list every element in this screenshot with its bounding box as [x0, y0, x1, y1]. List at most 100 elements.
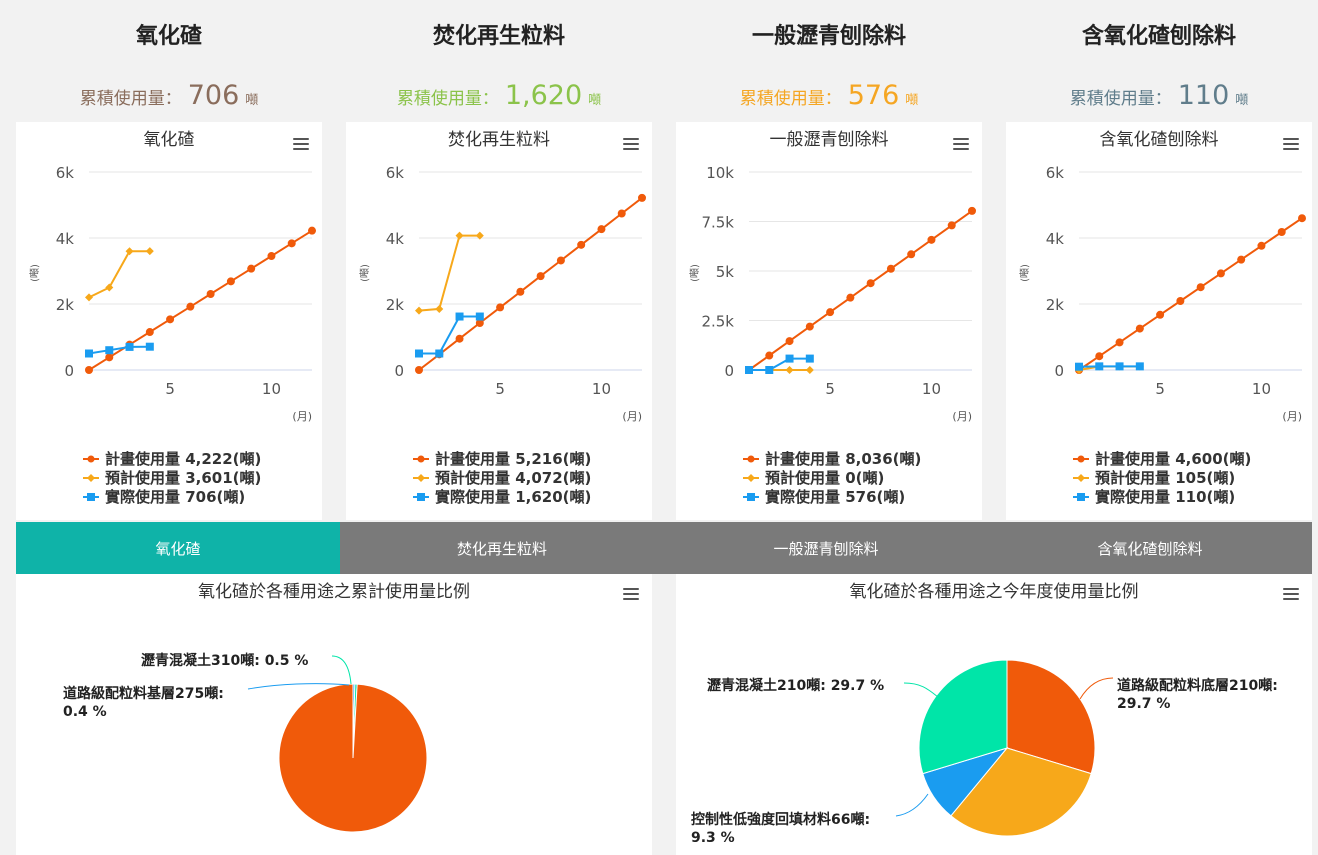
actual-point — [1135, 362, 1144, 371]
y-tick-label: 4k — [386, 230, 405, 248]
plan-point — [475, 319, 484, 328]
plan-point — [1176, 296, 1185, 305]
x-tick-label: 10 — [592, 380, 611, 398]
legend-item-forecast[interactable]: 預計使用量 0(噸) — [743, 468, 884, 487]
y-tick-label: 7.5k — [701, 214, 734, 232]
actual-point — [435, 349, 444, 358]
x-axis-label: (月) — [292, 410, 312, 423]
y-tick-label: 6k — [56, 164, 75, 182]
plan-point — [1257, 241, 1266, 250]
forecast-point — [785, 366, 794, 374]
total-label: 累積使用量： — [739, 89, 842, 109]
plan-point — [1196, 283, 1205, 292]
pie-card-this-year: 氧化碴於各種用途之今年度使用量比例 道路級配粒料底層210噸: 29.7 % 控制性低… — [676, 574, 1312, 855]
x-tick-label: 5 — [825, 380, 835, 398]
legend-item-forecast[interactable]: 預計使用量 3,601(噸) — [83, 468, 261, 487]
legend-label: 計畫使用量 4,222(噸) — [105, 450, 262, 468]
legend-item-plan[interactable]: 計畫使用量 4,222(噸) — [83, 449, 261, 468]
chart-menu-icon[interactable] — [293, 138, 309, 151]
chart-menu-icon[interactable] — [953, 138, 969, 151]
legend-item-plan[interactable]: 計畫使用量 5,216(噸) — [413, 449, 591, 468]
legend-item-plan[interactable]: 計畫使用量 8,036(噸) — [743, 449, 921, 468]
forecast-point — [125, 247, 134, 256]
legend-item-forecast[interactable]: 預計使用量 4,072(噸) — [413, 468, 591, 487]
actual-point — [415, 349, 423, 358]
pie-data-label: 道路級配粒料底層210噸: 29.7 % — [1117, 677, 1278, 712]
actual-point — [805, 354, 814, 363]
forecast-point — [105, 283, 114, 292]
actual-point — [475, 312, 484, 321]
forecast-marker-icon — [83, 473, 99, 482]
y-tick-label: 0 — [1054, 362, 1064, 380]
legend-item-actual[interactable]: 實際使用量 1,620(噸) — [413, 487, 591, 506]
x-tick-label: 10 — [1252, 380, 1271, 398]
plan-point — [597, 225, 606, 234]
y-tick-label: 0 — [724, 362, 734, 380]
chart-menu-icon[interactable] — [623, 138, 639, 151]
total-label: 累積使用量： — [1069, 89, 1172, 109]
legend-label: 預計使用量 105(噸) — [1095, 469, 1236, 487]
y-tick-label: 2k — [56, 296, 75, 314]
total-unit: 噸 — [1235, 93, 1249, 108]
data-label-line: 道路級配粒料底層210噸: — [1117, 677, 1278, 694]
tab-oxide[interactable]: 氧化碴 — [16, 522, 340, 574]
forecast-marker-icon — [1073, 473, 1089, 482]
actual-point — [125, 342, 134, 351]
total-value: 576 — [847, 80, 900, 111]
forecast-marker-icon — [743, 473, 759, 482]
pie-data-label: 控制性低強度回填材料66噸: 9.3 % — [691, 811, 870, 846]
plan-point — [1298, 214, 1306, 223]
legend-item-forecast[interactable]: 預計使用量 105(噸) — [1073, 468, 1235, 487]
forecast-point — [805, 366, 814, 374]
plan-point — [1237, 255, 1246, 264]
forecast-point — [145, 247, 154, 256]
chart-menu-icon[interactable] — [1283, 588, 1299, 601]
plan-point — [846, 293, 855, 302]
legend-label: 實際使用量 1,620(噸) — [435, 488, 592, 506]
plan-point — [947, 221, 956, 230]
total-label: 累積使用量： — [396, 89, 499, 109]
plan-marker-icon — [743, 455, 759, 462]
y-tick-label: 0 — [64, 362, 74, 380]
tab-incineration[interactable]: 焚化再生粒料 — [456, 539, 547, 558]
data-label-line: 9.3 % — [691, 830, 735, 846]
chart-menu-icon[interactable] — [1283, 138, 1299, 151]
tab-oxide-asphalt[interactable]: 含氧化碴刨除料 — [1097, 539, 1203, 558]
plan-point — [765, 351, 774, 360]
total-value: 706 — [187, 80, 240, 111]
line-chart-oxide: 氧化碴 0 2k 4k 6k 5 10 (噸) (月) — [28, 130, 316, 423]
data-label-connector — [1079, 677, 1114, 700]
line-chart-card-incineration: 焚化再生粒料 0 2k 4k 6k 5 10 (噸) (月) 計畫使用量 5,216(噸) 預計… — [346, 122, 652, 520]
plan-point — [577, 240, 586, 249]
chart-menu-icon[interactable] — [623, 588, 639, 601]
legend-item-plan[interactable]: 計畫使用量 4,600(噸) — [1073, 449, 1251, 468]
material-title: 氧化碴 — [135, 24, 202, 49]
actual-marker-icon — [413, 492, 429, 501]
x-tick-label: 10 — [922, 380, 941, 398]
plan-point — [1135, 324, 1144, 333]
line-chart-card-asphalt: 一般瀝青刨除料 0 2.5k 5k 7.5k 10k 5 10 (噸) (月) 計畫使用量 8,0… — [676, 122, 982, 520]
data-label-connector — [331, 655, 352, 685]
x-axis-label: (月) — [622, 410, 642, 423]
data-label-line: 29.7 % — [1117, 696, 1170, 712]
chart-title: 氧化碴 — [144, 130, 195, 150]
data-label-connector — [903, 682, 939, 698]
actual-marker-icon — [83, 492, 99, 501]
x-tick-label: 10 — [262, 380, 281, 398]
plan-point — [1216, 269, 1225, 278]
data-label-line: 瀝青混凝土310噸: 0.5 % — [141, 652, 308, 669]
tab-asphalt[interactable]: 一般瀝青刨除料 — [773, 539, 879, 558]
plan-point — [267, 252, 276, 261]
legend-item-actual[interactable]: 實際使用量 576(噸) — [743, 487, 905, 506]
plan-series-line — [1078, 217, 1303, 371]
plan-point — [617, 209, 626, 218]
actual-series-line — [88, 345, 150, 355]
plan-point — [886, 264, 895, 273]
forecast-point — [85, 293, 93, 302]
plan-point — [247, 264, 256, 273]
legend-label: 預計使用量 4,072(噸) — [435, 469, 592, 487]
plan-point — [826, 308, 835, 317]
legend-item-actual[interactable]: 實際使用量 706(噸) — [83, 487, 245, 506]
legend-item-actual[interactable]: 實際使用量 110(噸) — [1073, 487, 1235, 506]
